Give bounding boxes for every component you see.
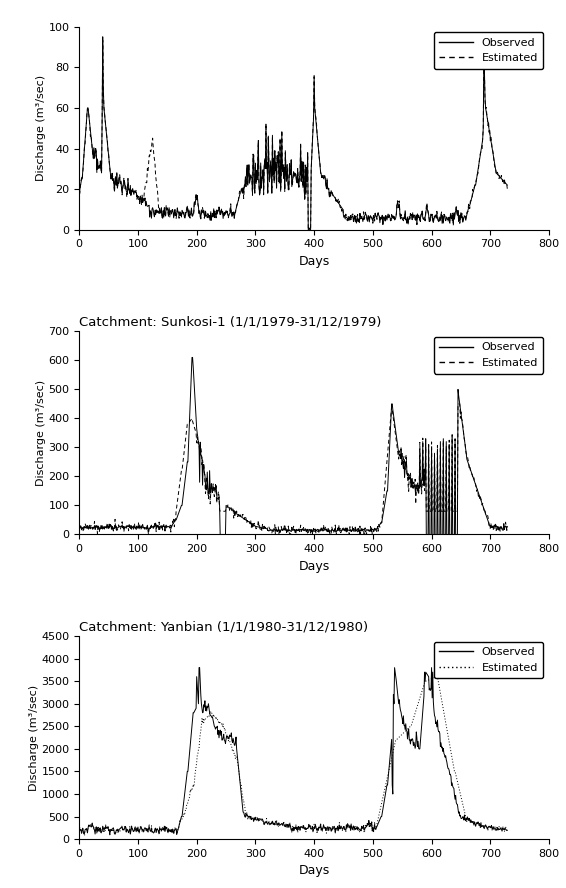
- Legend: Observed, Estimated: Observed, Estimated: [434, 32, 543, 69]
- Text: Catchment: Sunkosi-1 (1/1/1979-31/12/1979): Catchment: Sunkosi-1 (1/1/1979-31/12/197…: [79, 316, 381, 329]
- X-axis label: Days: Days: [298, 864, 330, 877]
- Legend: Observed, Estimated: Observed, Estimated: [434, 642, 543, 678]
- Y-axis label: Discharge (m³/sec): Discharge (m³/sec): [36, 75, 46, 181]
- X-axis label: Days: Days: [298, 255, 330, 268]
- Text: Catchment: Yanbian (1/1/1980-31/12/1980): Catchment: Yanbian (1/1/1980-31/12/1980): [79, 621, 368, 633]
- Y-axis label: Discharge (m³/sec): Discharge (m³/sec): [29, 685, 38, 790]
- Y-axis label: Discharge (m³/sec): Discharge (m³/sec): [36, 380, 46, 486]
- Legend: Observed, Estimated: Observed, Estimated: [434, 337, 543, 374]
- X-axis label: Days: Days: [298, 559, 330, 573]
